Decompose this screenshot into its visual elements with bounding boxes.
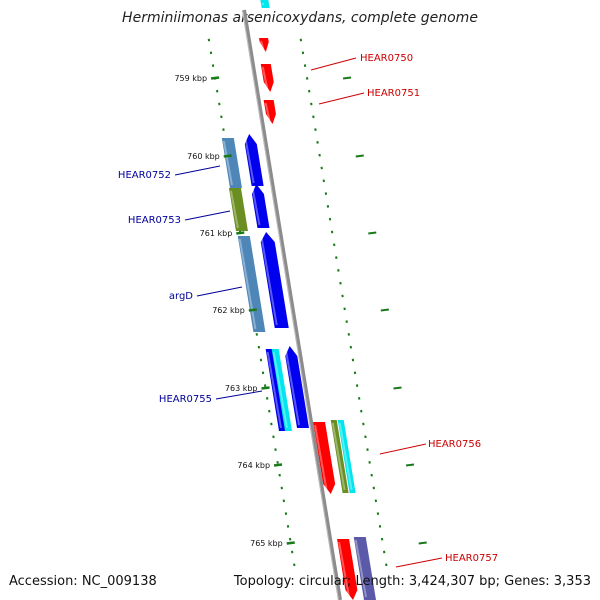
feature-HEAR0756-b (330, 420, 349, 493)
feature-HEAR0753-b (251, 184, 270, 228)
feature-HEAR0756-c (337, 420, 356, 493)
feature-HEAR0755-c-shade (284, 348, 300, 426)
feature-HEAR0752-a-shade (222, 140, 233, 186)
genome-summary-text: Topology: circular; Length: 3,424,307 bp… (233, 574, 591, 589)
feature-HEAR0752-b (244, 134, 264, 186)
gene-label-argD: argD (169, 291, 193, 302)
feature-HEAR0749 (259, 38, 269, 52)
feature-HEAR0753-b-shade (251, 186, 261, 226)
leader-HEAR0751 (318, 92, 365, 105)
gene-label-HEAR0756: HEAR0756 (428, 439, 481, 450)
feature-HEAR0753-a-shade (229, 190, 239, 229)
leader-HEAR0750 (310, 57, 357, 71)
feature-argD-b (260, 232, 289, 328)
major-tick (223, 154, 232, 158)
major-tick-right (380, 308, 389, 312)
feature-HEAR0755-b (271, 349, 293, 431)
leader-HEAR0756 (379, 443, 427, 455)
feature-HEAR0756-a-shade (314, 424, 328, 492)
gene-label-HEAR0750: HEAR0750 (360, 53, 413, 64)
tick-label: 763 kbp (225, 384, 258, 393)
feature-HEAR0756-a (313, 422, 336, 494)
major-tick-right (355, 154, 364, 158)
accession-text: Accession: NC_009138 (9, 574, 157, 589)
tick-label: 765 kbp (250, 539, 283, 548)
major-tick (286, 541, 295, 545)
backbone-layer (242, 9, 342, 600)
feature-HEAR0757-a-shade (338, 541, 350, 598)
feature-HEAR0749-shade (260, 40, 265, 50)
feature-HEAR0752-a (221, 138, 242, 188)
tick-label: 764 kbp (237, 461, 270, 470)
feature-HEAR0755-a-shade (266, 351, 282, 429)
tick-layer: 759 kbp 760 kbp 761 kbp 762 kbp 763 kbp 764 k… (174, 74, 427, 548)
feature-cyan-top (260, 0, 270, 8)
feature-argD-a (237, 236, 266, 332)
backbone-highlight (242, 9, 339, 600)
feature-HEAR0756-c-shade (338, 422, 353, 491)
feature-HEAR0755-b-shade (272, 351, 288, 429)
label-layer: HEAR0750 HEAR0751 HEAR0752 HEAR0753 argD HEAR… (118, 53, 498, 568)
feature-cyan-top-shade (261, 2, 265, 6)
leader-argD (196, 286, 243, 297)
major-tick (273, 463, 283, 467)
feature-HEAR0751-shade (264, 102, 271, 122)
feature-argD-b-shade (260, 234, 278, 326)
feature-HEAR0753-a (228, 188, 248, 231)
tick-label: 759 kbp (174, 74, 207, 83)
feature-HEAR0750 (260, 64, 274, 92)
leader-HEAR0752 (174, 165, 221, 176)
feature-layer (221, 0, 376, 600)
tick-dots-layer (207, 38, 388, 567)
feature-HEAR0755-a (265, 349, 287, 431)
feature-HEAR0752-b-shade (244, 136, 255, 184)
gene-label-HEAR0753: HEAR0753 (128, 215, 181, 226)
feature-HEAR0750-shade (261, 66, 269, 90)
major-tick (210, 76, 220, 80)
tick-label: 761 kbp (200, 229, 233, 238)
feature-HEAR0755-c (285, 346, 310, 428)
leader-HEAR0755 (215, 390, 263, 400)
backbone-line (242, 9, 342, 600)
major-tick (236, 231, 245, 235)
gene-label-HEAR0751: HEAR0751 (367, 88, 420, 99)
major-tick-right (393, 386, 402, 390)
map-title: Herminiimonas arsenicoxydans, complete g… (122, 10, 478, 26)
major-tick-right (405, 463, 415, 467)
leader-HEAR0757 (395, 557, 443, 568)
major-tick-right (368, 231, 377, 235)
feature-HEAR0757-b-shade (354, 539, 367, 598)
major-tick (261, 386, 270, 390)
tick-label: 762 kbp (212, 306, 245, 315)
major-tick (248, 308, 257, 312)
feature-HEAR0757-b (353, 537, 376, 600)
gene-label-HEAR0757: HEAR0757 (445, 553, 498, 564)
gene-label-HEAR0755: HEAR0755 (159, 394, 212, 405)
gene-label-HEAR0752: HEAR0752 (118, 170, 171, 181)
feature-HEAR0757-a (337, 539, 358, 600)
feature-argD-a-shade (238, 238, 257, 330)
tick-label: 760 kbp (187, 152, 220, 161)
feature-HEAR0756-b-shade (331, 422, 346, 491)
major-tick-right (418, 541, 427, 545)
major-tick-right (342, 76, 352, 80)
leader-HEAR0753 (184, 210, 231, 221)
feature-HEAR0751 (263, 100, 276, 124)
